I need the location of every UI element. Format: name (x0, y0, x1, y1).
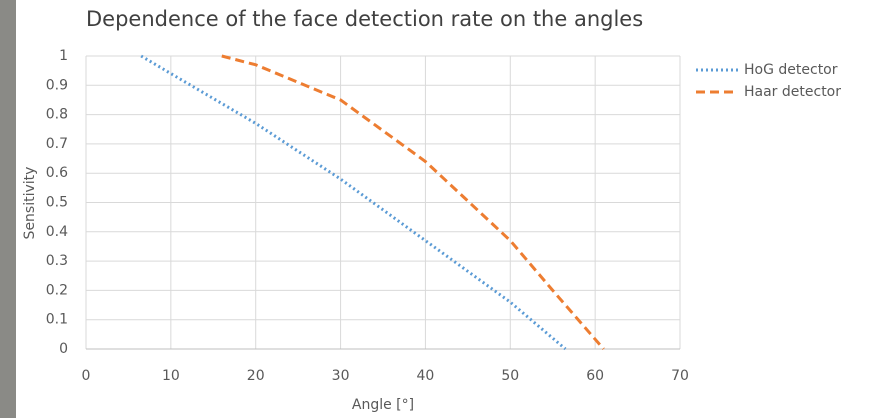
x-tick-label: 70 (671, 368, 689, 384)
y-tick-label: 0.6 (46, 165, 68, 181)
y-tick-label: 0.8 (46, 107, 68, 123)
y-tick-label: 0.4 (46, 224, 68, 240)
x-tick-label: 30 (332, 368, 350, 384)
chart-title: Dependence of the face detection rate on… (86, 7, 643, 31)
x-tick-label: 10 (162, 368, 180, 384)
background-strip (0, 0, 16, 418)
y-tick-label: 1 (59, 48, 68, 64)
x-tick-label: 20 (247, 368, 265, 384)
x-tick-label: 60 (586, 368, 604, 384)
y-axis-label: Sensitivity (22, 167, 38, 240)
legend-label: HoG detector (744, 62, 838, 78)
y-tick-label: 0.3 (46, 253, 68, 269)
x-axis-label: Angle [°] (352, 397, 414, 413)
x-tick-label: 40 (417, 368, 435, 384)
y-tick-label: 0.5 (46, 195, 68, 211)
y-tick-label: 0 (59, 341, 68, 357)
x-tick-label: 50 (501, 368, 519, 384)
y-tick-label: 0.9 (46, 77, 68, 93)
y-tick-label: 0.7 (46, 136, 68, 152)
legend-label: Haar detector (744, 84, 841, 100)
line (221, 54, 605, 350)
x-tick-label: 0 (82, 368, 91, 384)
y-tick-label: 0.1 (46, 312, 68, 328)
y-tick-label: 0.2 (46, 282, 68, 298)
